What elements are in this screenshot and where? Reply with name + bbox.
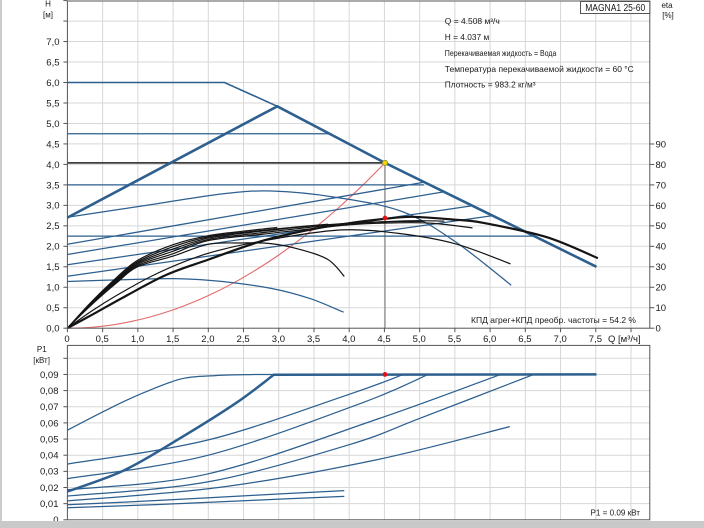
svg-text:0,02: 0,02 (40, 483, 59, 494)
svg-text:0,07: 0,07 (40, 402, 59, 413)
svg-text:1,5: 1,5 (46, 262, 59, 273)
svg-text:4,5: 4,5 (377, 334, 390, 345)
svg-text:Температура перекачиваемой жид: Температура перекачиваемой жидкости = 60… (445, 65, 634, 74)
svg-text:[кВт]: [кВт] (33, 356, 50, 365)
svg-text:0,06: 0,06 (40, 418, 59, 429)
svg-text:P1: P1 (37, 345, 47, 354)
svg-text:0,5: 0,5 (46, 303, 59, 314)
svg-text:50: 50 (656, 221, 667, 232)
svg-text:0: 0 (656, 324, 661, 335)
svg-text:0,09: 0,09 (40, 370, 59, 381)
svg-text:2,0: 2,0 (201, 334, 214, 345)
svg-text:2,0: 2,0 (46, 242, 59, 253)
svg-text:0,05: 0,05 (40, 434, 59, 445)
svg-text:5,5: 5,5 (46, 98, 59, 109)
svg-text:[м]: [м] (43, 11, 53, 20)
svg-text:0,0: 0,0 (46, 324, 59, 335)
svg-text:6,5: 6,5 (518, 334, 531, 345)
svg-text:КПД агрег+КПД преобр. частоты: КПД агрег+КПД преобр. частоты = 54.2 % (471, 316, 636, 325)
svg-text:70: 70 (656, 180, 667, 191)
svg-text:6,0: 6,0 (46, 78, 59, 89)
svg-text:Перекачиваемая жидкость = Вода: Перекачиваемая жидкость = Вода (445, 49, 557, 58)
svg-text:60: 60 (656, 201, 667, 212)
svg-text:H = 4.037 м: H = 4.037 м (445, 33, 489, 42)
svg-text:6,5: 6,5 (46, 57, 59, 68)
svg-text:H: H (45, 0, 51, 9)
svg-text:Q = 4.508 м³/ч: Q = 4.508 м³/ч (445, 17, 500, 26)
svg-text:5,0: 5,0 (413, 334, 426, 345)
svg-text:1,0: 1,0 (131, 334, 144, 345)
svg-text:7,0: 7,0 (554, 334, 567, 345)
svg-text:0: 0 (64, 334, 69, 345)
svg-text:80: 80 (656, 160, 667, 171)
svg-text:4,0: 4,0 (46, 160, 59, 171)
svg-text:20: 20 (656, 283, 667, 294)
svg-text:3,5: 3,5 (307, 334, 320, 345)
svg-text:30: 30 (656, 262, 667, 273)
svg-text:1,5: 1,5 (166, 334, 179, 345)
svg-text:3,5: 3,5 (46, 180, 59, 191)
svg-text:40: 40 (656, 242, 667, 253)
svg-text:3,0: 3,0 (46, 201, 59, 212)
svg-text:0,08: 0,08 (40, 386, 59, 397)
svg-text:1,0: 1,0 (46, 283, 59, 294)
svg-text:90: 90 (656, 139, 667, 150)
svg-text:2,5: 2,5 (46, 221, 59, 232)
svg-text:Q [м³/ч]: Q [м³/ч] (608, 334, 641, 345)
svg-text:4,5: 4,5 (46, 139, 59, 150)
svg-text:0: 0 (53, 515, 58, 526)
svg-text:MAGNA1 25-60: MAGNA1 25-60 (585, 3, 645, 14)
svg-text:eta: eta (661, 1, 673, 10)
svg-text:0,01: 0,01 (40, 499, 59, 510)
svg-text:P1 = 0.09 кВт: P1 = 0.09 кВт (591, 508, 641, 517)
svg-text:5,5: 5,5 (448, 334, 461, 345)
svg-text:7,5: 7,5 (589, 334, 602, 345)
svg-text:6,0: 6,0 (483, 334, 496, 345)
svg-text:2,5: 2,5 (236, 334, 249, 345)
svg-text:10: 10 (656, 303, 667, 314)
svg-text:5,0: 5,0 (46, 119, 59, 130)
svg-text:0,03: 0,03 (40, 467, 59, 478)
svg-text:Плотность = 983.2 кг/м³: Плотность = 983.2 кг/м³ (445, 81, 536, 90)
svg-text:0,04: 0,04 (40, 451, 59, 462)
svg-text:0,5: 0,5 (96, 334, 109, 345)
svg-text:4,0: 4,0 (342, 334, 355, 345)
svg-text:3,0: 3,0 (272, 334, 285, 345)
svg-text:[%]: [%] (662, 11, 674, 20)
svg-text:7,0: 7,0 (46, 37, 59, 48)
